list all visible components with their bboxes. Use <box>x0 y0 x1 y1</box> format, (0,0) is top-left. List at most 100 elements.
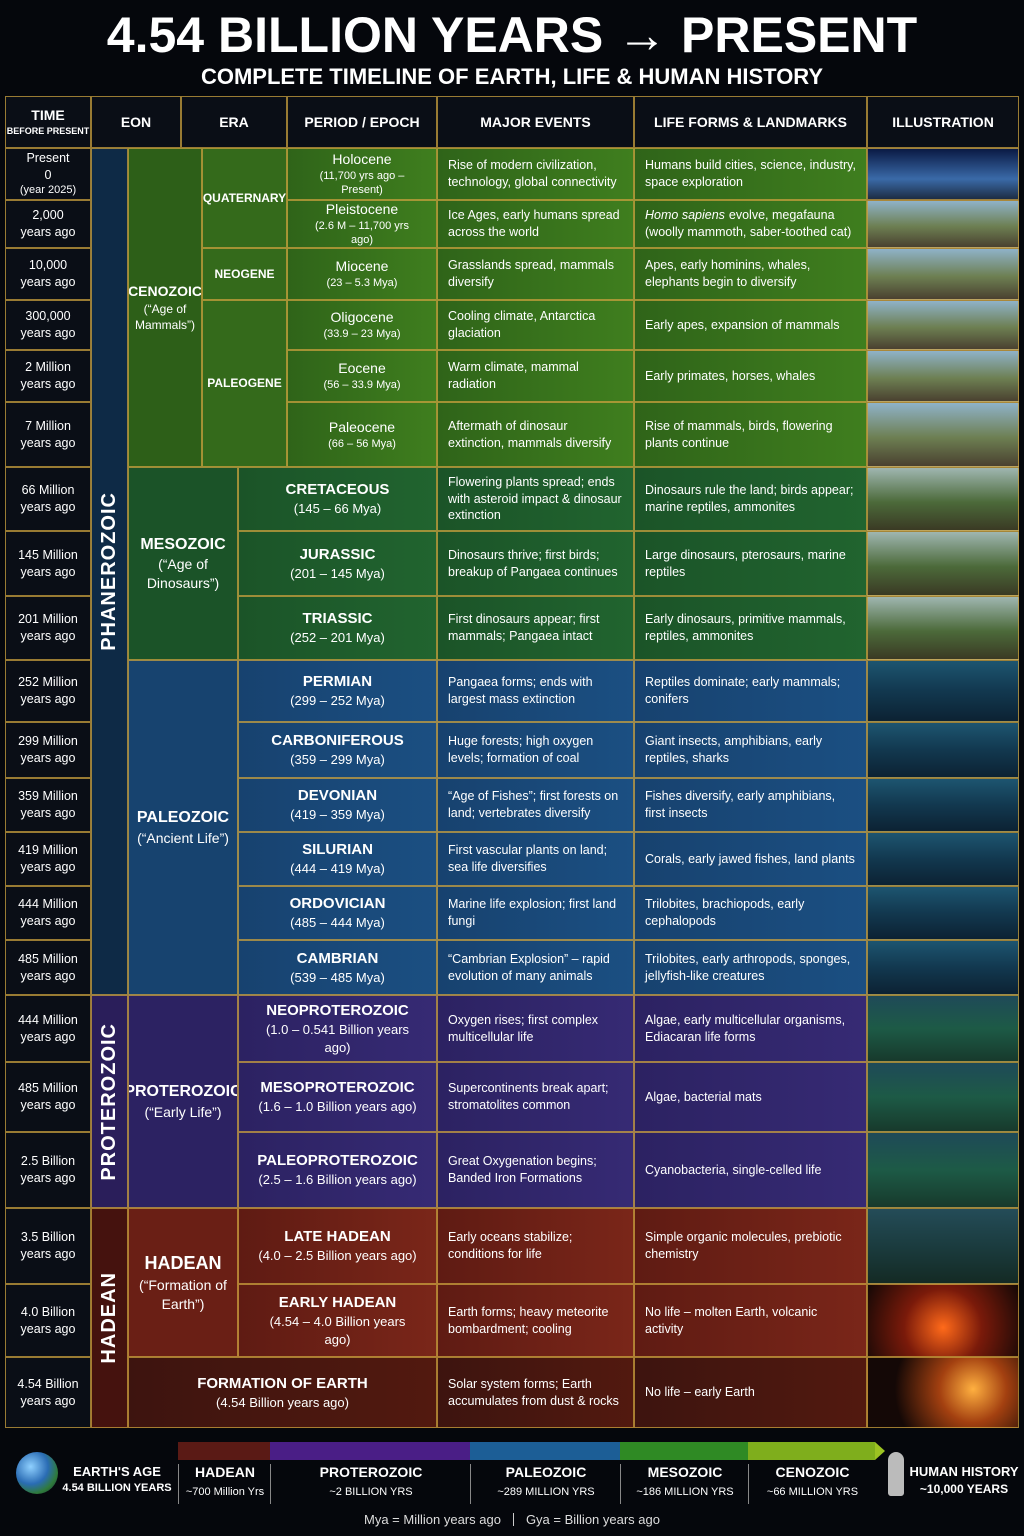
life-text-part: No life – molten Earth, volcanic activit… <box>645 1304 818 1336</box>
events-text: Early oceans stabilize; conditions for l… <box>448 1230 573 1261</box>
life-text-part: Corals, early jawed fishes, land plants <box>645 851 855 866</box>
life-text-part: Early apes, expansion of mammals <box>645 317 840 332</box>
life-text-part: Algae, early multicellular organisms, Ed… <box>645 1012 846 1044</box>
events-cell: “Cambrian Explosion” – rapid evolution o… <box>437 940 634 995</box>
life-cell: Giant insects, amphibians, early reptile… <box>634 722 867 778</box>
life-text: Dinosaurs rule the land; birds appear; m… <box>645 482 856 516</box>
life-text: Trilobites, early arthropods, sponges, j… <box>645 951 856 985</box>
header-sublabel: BEFORE PRESENT <box>6 126 90 137</box>
note: Mya = Million years ago <box>364 1512 501 1527</box>
header-label: LIFE FORMS & LANDMARKS <box>654 113 847 130</box>
period-range: (1.0 – 0.541 Billion years ago) <box>265 1022 410 1055</box>
earth-age-label: EARTH'S AGE <box>73 1464 161 1479</box>
time-cell: 299 Million years ago <box>5 722 91 778</box>
time-cell: 145 Million years ago <box>5 531 91 596</box>
life-cell: Humans build cities, science, industry, … <box>634 148 867 200</box>
period-range: (56 – 33.9 Mya) <box>323 379 401 392</box>
time-label: 0 <box>44 167 52 182</box>
subperiod-cell: NEOGENE <box>202 248 287 300</box>
life-cell: Algae, early multicellular organisms, Ed… <box>634 995 867 1062</box>
illustration <box>867 1357 1019 1428</box>
life-text-part: Fishes diversify, early amphibians, firs… <box>645 789 836 820</box>
period-range: (419 – 359 Mya) <box>290 807 385 823</box>
life-text-part: Dinosaurs rule the land; birds appear; m… <box>645 483 854 514</box>
life-cell: Early apes, expansion of mammals <box>634 300 867 350</box>
events-text: Oxygen rises; first complex multicellula… <box>448 1012 599 1044</box>
life-text: Fishes diversify, early amphibians, firs… <box>645 788 856 822</box>
period-cell: Eocene (56 – 33.9 Mya) <box>287 350 437 402</box>
illustration <box>867 1132 1019 1208</box>
era-note: (“Age of Mammals”) <box>135 301 195 332</box>
time-label: years ago <box>20 500 76 514</box>
era-name: CENOZOIC <box>128 282 202 299</box>
illustration <box>867 778 1019 832</box>
header-cell: MAJOR EVENTS <box>437 96 634 148</box>
time-label: 252 Million <box>18 675 78 690</box>
segment-label: MESOZOIC ~186 MILLION YRS <box>620 1464 749 1504</box>
time-cell: 2,000 years ago <box>5 200 91 248</box>
time-label: years ago <box>20 1098 76 1112</box>
events-cell: Great Oxygenation begins; Banded Iron Fo… <box>437 1132 634 1208</box>
time-label: 4.54 Billion <box>17 1376 79 1391</box>
life-text: Reptiles dominate; early mammals; conife… <box>645 674 856 708</box>
life-text-part: Trilobites, brachiopods, early cephalopo… <box>645 897 805 928</box>
segment-label: CENOZOIC ~66 MILLION YRS <box>748 1464 876 1504</box>
illustration <box>867 596 1019 660</box>
events-text: “Cambrian Explosion” – rapid evolution o… <box>448 951 610 983</box>
era-cell: PALEOZOIC (“Ancient Life”) <box>128 660 238 995</box>
life-text: Cyanobacteria, single-celled life <box>645 1162 821 1179</box>
life-text: Algae, early multicellular organisms, Ed… <box>645 1012 856 1046</box>
time-label: 7 Million <box>25 418 71 433</box>
earth-age-value: 4.54 BILLION YEARS <box>62 1482 172 1494</box>
events-cell: Ice Ages, early humans spread across the… <box>437 200 634 248</box>
timeline-segment <box>620 1442 748 1460</box>
period-name: EARLY HADEAN <box>278 1293 397 1311</box>
time-cell: 7 Million years ago <box>5 402 91 467</box>
time-label: years ago <box>20 225 76 239</box>
events-text: First dinosaurs appear; first mammals; P… <box>448 612 600 643</box>
events-cell: Supercontinents break apart; stromatolit… <box>437 1062 634 1132</box>
life-cell: Dinosaurs rule the land; birds appear; m… <box>634 467 867 531</box>
segment-label: PROTEROZOIC ~2 BILLION YRS <box>270 1464 471 1504</box>
period-name: LATE HADEAN <box>284 1228 391 1246</box>
notes: Mya = Million years ago Gya = Billion yea… <box>0 1512 1024 1527</box>
eon-label: PHANEROZOIC <box>98 492 120 651</box>
era-note: (“Ancient Life”) <box>137 829 229 846</box>
life-text-part: Rise of mammals, birds, flowering plants… <box>645 418 833 450</box>
segment-name: CENOZOIC <box>775 1464 850 1480</box>
life-cell: Algae, bacterial mats <box>634 1062 867 1132</box>
time-cell: 201 Million years ago <box>5 596 91 660</box>
period-cell: MESOPROTEROZOIC (1.6 – 1.0 Billion years … <box>238 1062 437 1132</box>
period-range: (539 – 485 Mya) <box>290 969 385 985</box>
header-label: PERIOD / EPOCH <box>304 113 420 130</box>
time-label: 2 Million <box>25 360 71 375</box>
eon-cell: PHANEROZOIC <box>91 148 128 995</box>
time-label: 2,000 <box>32 208 64 223</box>
events-text: Flowering plants spread; ends with aster… <box>448 474 622 523</box>
human-history: HUMAN HISTORY ~10,000 YEARS <box>906 1464 1022 1496</box>
period-cell: Miocene (23 – 5.3 Mya) <box>287 248 437 300</box>
time-cell: Present 0 (year 2025) <box>5 148 91 200</box>
events-text: Aftermath of dinosaur extinction, mammal… <box>448 418 612 450</box>
period-name: TRIASSIC <box>302 610 373 628</box>
time-cell: 300,000 years ago <box>5 300 91 350</box>
events-cell: Early oceans stabilize; conditions for l… <box>437 1208 634 1284</box>
events-cell: Solar system forms; Earth accumulates fr… <box>437 1357 634 1428</box>
time-label: 66 Million <box>21 483 75 498</box>
events-cell: Aftermath of dinosaur extinction, mammal… <box>437 402 634 467</box>
time-cell: 419 Million years ago <box>5 832 91 886</box>
period-name: PALEOPROTEROZOIC <box>257 1152 418 1170</box>
time-label: 444 Million <box>18 1012 78 1027</box>
earth-age: EARTH'S AGE 4.54 BILLION YEARS <box>62 1464 172 1494</box>
life-text-part: Simple organic molecules, prebiotic chem… <box>645 1230 842 1261</box>
life-text: No life – early Earth <box>645 1384 755 1401</box>
time-label: years ago <box>20 860 76 874</box>
timeline-segment <box>178 1442 270 1460</box>
events-text: Supercontinents break apart; stromatolit… <box>448 1081 609 1112</box>
subperiod-cell: QUATERNARY <box>202 148 287 248</box>
time-label: 485 Million <box>18 951 78 966</box>
period-cell: CARBONIFEROUS (359 – 299 Mya) <box>238 722 437 778</box>
time-label: years ago <box>20 564 76 579</box>
era-name: HADEAN <box>144 1253 222 1274</box>
time-label: years ago <box>20 326 76 340</box>
